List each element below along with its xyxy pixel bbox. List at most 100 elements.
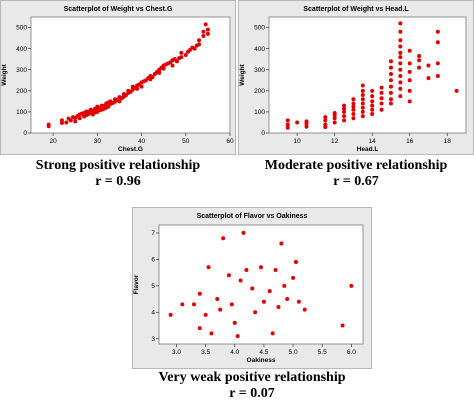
data-point [370, 88, 375, 93]
data-point [426, 63, 431, 68]
data-point [215, 297, 220, 302]
data-point [417, 58, 422, 63]
data-point [379, 96, 384, 101]
data-point [226, 273, 231, 278]
data-point [197, 291, 202, 296]
plot-area [30, 16, 231, 134]
data-point [46, 122, 51, 127]
data-point [398, 74, 403, 79]
data-point [179, 55, 184, 60]
x-axis-label: Head.L [357, 146, 379, 153]
plot-area [268, 16, 467, 134]
data-point [398, 21, 403, 26]
scatter-chart-weight-vs-head: Scatterplot of Weight vs Head.L 10 12 14 16 1… [238, 0, 474, 155]
data-point [273, 267, 278, 272]
x-tick-label: 50 [182, 138, 190, 145]
data-point [398, 44, 403, 49]
x-axis-label: Chest.G [118, 146, 143, 153]
x-tick-label: 10 [294, 138, 302, 145]
data-point [398, 38, 403, 43]
x-tick-label: 20 [49, 138, 57, 145]
data-point [276, 304, 281, 309]
data-point [435, 29, 440, 34]
data-point [370, 99, 375, 104]
y-tick-label: 400 [254, 46, 265, 53]
data-point [398, 55, 403, 60]
y-tick-label: 100 [254, 109, 265, 116]
data-point [139, 84, 144, 89]
data-point [360, 93, 365, 98]
y-tick-label: 500 [16, 25, 27, 32]
data-point [407, 61, 412, 66]
data-point [379, 107, 384, 112]
data-point [291, 275, 296, 280]
data-point [342, 103, 347, 108]
data-point [323, 115, 328, 120]
caption-correlation: r = 0.67 [333, 174, 379, 189]
y-tick-label: 300 [16, 67, 27, 74]
data-point [117, 99, 122, 104]
data-point [285, 118, 290, 123]
data-point [370, 94, 375, 99]
data-point [407, 99, 412, 104]
chart-panel-weight-vs-chest: Scatterplot of Weight vs Chest.G 20 30 40 50… [0, 0, 236, 155]
data-point [192, 46, 197, 51]
data-point [407, 88, 412, 93]
y-axis-label: Weight [1, 63, 8, 85]
data-point [174, 59, 179, 64]
data-point [349, 283, 354, 288]
data-point [250, 286, 255, 291]
data-point [398, 94, 403, 99]
data-point [342, 114, 347, 119]
y-axis-label: Weight [239, 63, 246, 85]
data-point [388, 84, 393, 89]
data-point [407, 69, 412, 74]
data-point [379, 85, 384, 90]
data-point [267, 289, 272, 294]
data-point [135, 86, 140, 91]
x-tick-label: 6.0 [347, 349, 356, 356]
y-tick-label: 3 [151, 336, 155, 343]
data-point [235, 334, 240, 339]
plot-area [158, 224, 364, 345]
x-tick-label: 40 [138, 138, 146, 145]
data-point [180, 302, 185, 307]
chart-title: Scatterplot of Flavor vs Oakiness [197, 213, 308, 220]
data-point [229, 302, 234, 307]
caption-weight-vs-head: Moderate positive relationship r = 0.67 [238, 158, 474, 190]
chart-title: Scatterplot of Weight vs Chest.G [64, 6, 173, 13]
data-point [332, 110, 337, 115]
data-point [232, 320, 237, 325]
data-point [197, 38, 202, 43]
data-point [388, 97, 393, 102]
y-tick-label: 300 [254, 67, 265, 74]
data-point [161, 66, 166, 71]
data-point [388, 90, 393, 95]
data-point [183, 52, 188, 57]
data-point [360, 97, 365, 102]
y-tick-label: 200 [254, 88, 265, 95]
x-tick-label: 18 [444, 138, 452, 145]
data-point [351, 104, 356, 109]
data-point [209, 331, 214, 336]
y-tick-label: 4 [151, 309, 155, 316]
data-point [342, 118, 347, 123]
data-point [197, 326, 202, 331]
y-tick-label: 100 [16, 109, 27, 116]
caption-weight-vs-chest: Strong positive relationship r = 0.96 [0, 158, 236, 190]
data-point [360, 83, 365, 88]
data-point [426, 76, 431, 81]
caption-correlation: r = 0.07 [229, 386, 275, 401]
data-point [285, 297, 290, 302]
x-axis-label: Oakiness [247, 357, 276, 364]
data-point [398, 86, 403, 91]
chart-panel-weight-vs-head: Scatterplot of Weight vs Head.L 10 12 14 16 1… [238, 0, 474, 155]
data-point [388, 101, 393, 106]
data-point [238, 278, 243, 283]
data-point [191, 302, 196, 307]
data-point [201, 33, 206, 38]
data-point [59, 118, 64, 123]
data-point [332, 116, 337, 121]
data-point [244, 267, 249, 272]
data-point [150, 75, 155, 80]
